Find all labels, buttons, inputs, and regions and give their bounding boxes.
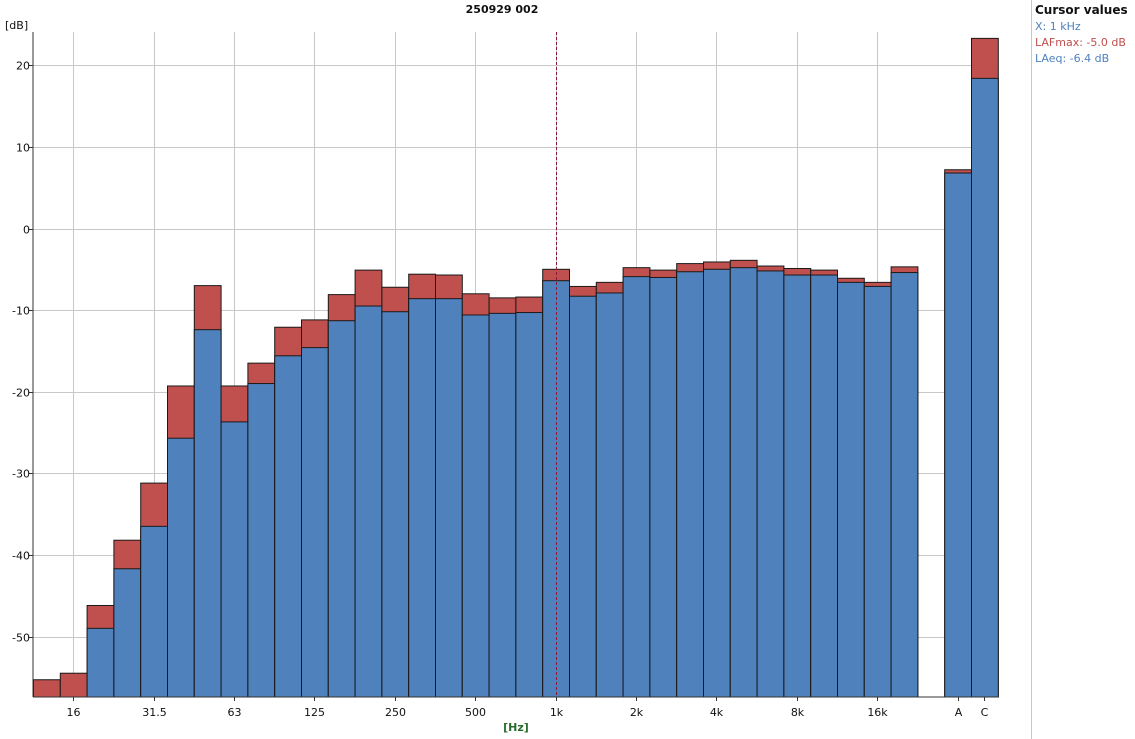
laeq-bar [86,627,115,698]
y-tick-label: -40 [12,550,30,563]
laeq-bar [381,311,410,698]
x-tick-label: 16k [867,706,888,719]
laeq-bar [408,298,437,698]
panel-divider [1031,0,1032,739]
laeq-bar [729,267,758,698]
lafmax-bar [59,672,88,698]
x-tick-label: 4k [710,706,724,719]
lafmax-bar [33,679,61,698]
laeq-bar [595,292,624,698]
laeq-bar [247,383,276,698]
y-tick-label: -20 [12,387,30,400]
laeq-bar [622,276,651,698]
laeq-bar [354,305,383,698]
y-tick-label: 0 [23,224,30,237]
laeq-bar [435,298,463,698]
cursor-x-value: X: 1 kHz [1035,20,1081,33]
laeq-bar [756,270,785,698]
y-tick-label: -30 [12,468,30,481]
x-tick-labels: 16 31.5 63 125 250 500 1k 2k 4k 8k 16k A C [67,697,989,719]
laeq-bar [488,312,517,698]
laeq-bar [703,268,731,698]
laeq-bar [327,320,356,698]
x-tick-label: 8k [791,706,805,719]
laeq-bar [649,276,678,698]
laeq-bar [461,314,490,698]
x-tick-label: 500 [465,706,486,719]
y-tick-label: 20 [16,60,30,73]
x-tick-label: 31.5 [142,706,167,719]
x-tick-label: 125 [304,706,325,719]
x-tick-label: C [981,706,989,719]
y-tick-label: -50 [12,632,30,645]
y-tick-label: 10 [16,142,30,155]
x-tick-label: 16 [67,706,81,719]
x-tick-label: 2k [630,706,644,719]
y-tick-labels: 20 10 0 -10 -20 -30 -40 -50 [12,60,33,645]
x-tick-label: 63 [228,706,242,719]
laeq-bar [837,281,865,698]
laeq-bar [140,525,168,698]
laeq-bar [810,274,839,698]
cursor-laeq-value: LAeq: -6.4 dB [1035,52,1110,65]
laeq-bar [274,355,303,698]
laeq-bar [863,285,892,698]
spectrum-chart: 20 10 0 -10 -20 -30 -40 -50 16 31.5 63 125 250 500 1k… [5,3,999,734]
laeq-bar [944,172,973,698]
cursor-values-panel: Cursor values X: 1 kHz LAFmax: -5.0 dB L… [1035,3,1135,67]
laeq-bar [569,295,597,698]
laeq-bar [167,437,195,698]
laeq-bar [783,274,812,698]
laeq-bar [193,329,222,698]
x-tick-label: 250 [385,706,406,719]
x-axis-unit: [Hz] [503,721,529,734]
y-tick-label: -10 [12,305,30,318]
laeq-bar [676,271,705,698]
cursor-lafmax-value: LAFmax: -5.0 dB [1035,36,1126,49]
cursor-values-title: Cursor values [1035,3,1128,17]
laeq-bar [220,421,249,698]
chart-title: 250929 002 [466,3,539,16]
laeq-bar [971,77,999,698]
laeq-bar [515,312,544,698]
laeq-bar [301,347,329,698]
bars [33,37,999,698]
x-tick-label: A [955,706,963,719]
laeq-bar [113,568,142,698]
x-tick-label: 1k [550,706,564,719]
laeq-bar [890,272,919,698]
y-axis-unit: [dB] [5,19,28,32]
